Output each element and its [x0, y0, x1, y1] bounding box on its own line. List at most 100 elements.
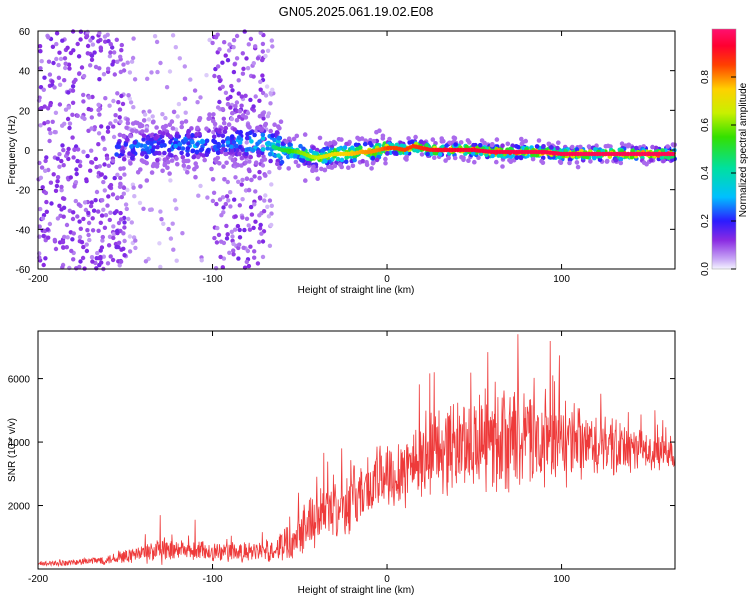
spectrogram-cell: [143, 259, 149, 264]
spectrogram-cell: [43, 158, 48, 164]
spectrogram-cell: [146, 117, 152, 122]
spectrogram-cell: [47, 138, 52, 144]
spectrogram-cell: [62, 56, 68, 61]
spectrogram-cell: [147, 207, 153, 212]
spectrogram-cell: [86, 220, 92, 226]
spectrogram-cell: [107, 103, 112, 108]
spectrogram-cell: [80, 255, 86, 261]
spectrogram-cell: [237, 108, 243, 114]
spectrogram-cell: [619, 141, 625, 146]
spectrogram-cell: [363, 138, 369, 143]
spectrogram-cell: [129, 144, 134, 149]
spectrogram-cell: [252, 255, 257, 260]
spectrogram-cell: [85, 153, 90, 159]
spectrogram-y-tick-label: -20: [16, 186, 31, 197]
spectrogram-cell: [299, 158, 305, 163]
spectrogram-cell: [86, 106, 91, 112]
spectrogram-cell: [205, 195, 210, 200]
spectrogram-cell: [257, 169, 262, 175]
spectrogram-cell: [70, 112, 75, 118]
spectrogram-cell: [149, 141, 154, 146]
spectrogram-x-ticks: -200 -100 0 100: [28, 31, 570, 285]
spectrogram-cell: [225, 96, 231, 101]
spectrogram-cell: [355, 135, 360, 141]
spectrogram-cell: [89, 53, 95, 58]
spectrogram-cell: [98, 254, 103, 260]
spectrogram-cell: [60, 239, 66, 245]
spectrogram-cell: [160, 112, 165, 117]
spectrogram-cell: [126, 93, 131, 98]
spectrogram-cell: [180, 231, 185, 236]
spectrogram-cell: [140, 129, 145, 134]
spectrogram-cell: [173, 143, 178, 149]
spectrogram-cell: [374, 129, 379, 135]
spectrogram-cell: [39, 59, 44, 64]
spectrogram-cell: [73, 77, 78, 83]
spectrogram-cell: [47, 127, 52, 132]
spectrogram-cell: [223, 90, 229, 96]
spectrogram-cell: [240, 147, 245, 152]
spectrogram-cell: [337, 162, 343, 167]
spectrogram-cell: [255, 56, 261, 61]
spectrogram-cell: [124, 125, 129, 130]
spectrogram-cell: [293, 159, 299, 165]
spectrogram-cell: [226, 198, 231, 203]
spectrogram-cell: [237, 151, 242, 157]
spectrogram-cell: [74, 171, 79, 177]
spectrogram-cell: [105, 125, 111, 130]
spectrogram-cell: [121, 156, 127, 162]
spectrogram-cell: [75, 214, 80, 219]
snr-y-label: SNR (10 * v/v): [7, 418, 18, 482]
spectrogram-x-label: Height of straight line (km): [298, 285, 415, 296]
spectrogram-cell: [653, 145, 659, 151]
spectrogram-cell: [182, 96, 188, 102]
spectrogram-cell: [556, 140, 561, 145]
spectrogram-cell: [119, 48, 124, 53]
spectrogram-cell: [276, 135, 281, 141]
spectrogram-cell: [96, 39, 101, 44]
spectrogram-cell: [57, 164, 62, 169]
spectrogram-cell: [223, 53, 228, 58]
spectrogram-cell: [162, 150, 167, 156]
spectrogram-cell: [40, 216, 46, 221]
spectrogram-cell: [95, 250, 100, 256]
spectrogram-cell: [259, 126, 265, 132]
spectrogram-cell: [118, 175, 123, 181]
spectrogram-cell: [260, 90, 266, 96]
spectrogram-cell: [144, 128, 149, 133]
spectrogram-cell: [276, 153, 281, 158]
spectrogram-cell: [413, 134, 418, 140]
spectrogram-cell: [59, 158, 64, 164]
spectrogram-cell: [229, 144, 234, 150]
spectrogram-cell: [149, 70, 154, 75]
spectrogram-cell: [257, 139, 262, 145]
spectrogram-cell: [234, 33, 240, 39]
spectrogram-cell: [144, 154, 149, 160]
spectrogram-cell: [371, 138, 377, 144]
spectrogram-cell: [205, 148, 211, 153]
spectrogram-cell: [59, 184, 64, 190]
spectrogram-cell: [246, 263, 252, 269]
spectrogram-cell: [96, 142, 101, 147]
spectrogram-cell: [88, 203, 94, 209]
spectrogram-cell: [260, 254, 266, 260]
spectrogram-cell: [248, 244, 253, 249]
spectrogram-cell: [179, 124, 184, 130]
spectrogram-cell: [53, 188, 59, 193]
spectrogram-cell: [106, 163, 112, 168]
colorbar-label: Normalized spectral amplitude: [738, 82, 749, 217]
spectrogram-cell: [255, 261, 261, 266]
spectrogram-cell: [296, 163, 301, 169]
spectrogram-cell: [233, 214, 238, 219]
spectrogram-cell: [216, 232, 222, 238]
spectrogram-cell: [121, 68, 127, 73]
spectrogram-cell: [81, 99, 86, 104]
spectrogram-cell: [96, 131, 102, 136]
spectrogram-cell: [105, 129, 111, 134]
spectrogram-cell: [194, 132, 199, 137]
spectrogram-cell: [151, 119, 156, 124]
snr-y-ticks: 2000 4000 6000: [8, 375, 675, 513]
spectrogram-cell: [263, 173, 268, 178]
spectrogram-cell: [258, 30, 263, 35]
